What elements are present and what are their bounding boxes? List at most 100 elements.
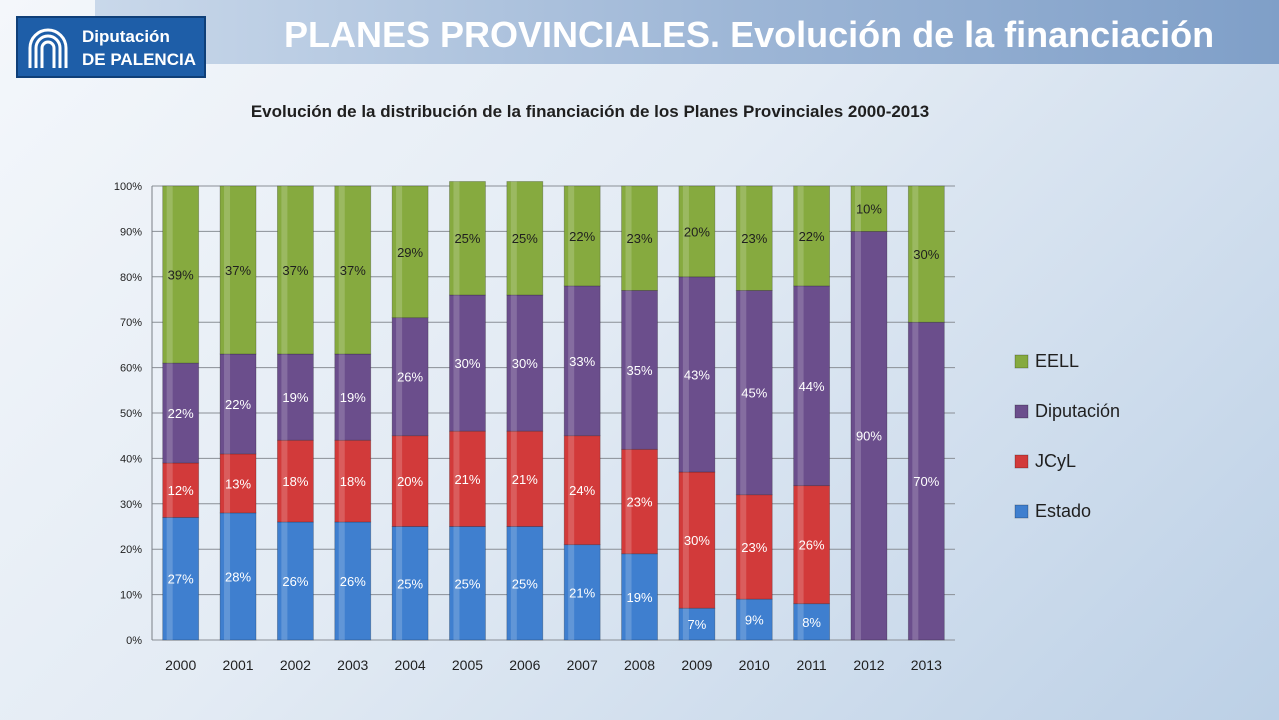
bar-highlight — [281, 353, 288, 441]
bar-segment — [219, 512, 257, 641]
data-label: 20% — [684, 224, 710, 239]
data-label: 21% — [569, 585, 595, 600]
data-label: 25% — [454, 576, 480, 591]
data-label: 30% — [512, 356, 538, 371]
bar-highlight — [740, 599, 747, 640]
bar-segment — [735, 494, 773, 600]
data-label: 90% — [856, 429, 882, 444]
bar-segment — [850, 185, 888, 232]
x-tick-label: 2000 — [165, 657, 196, 673]
data-label: 30% — [454, 356, 480, 371]
bar-segment — [449, 181, 486, 296]
logo-arch-icon — [28, 28, 68, 68]
data-label: 7% — [687, 617, 706, 632]
legend-label: Diputación — [1035, 401, 1120, 421]
data-label: 21% — [454, 472, 480, 487]
data-label: 19% — [282, 390, 308, 405]
data-label: 19% — [340, 390, 366, 405]
bar-highlight — [281, 440, 288, 522]
data-label: 8% — [802, 615, 821, 630]
y-tick-label: 20% — [120, 544, 142, 556]
bar-segment — [563, 185, 601, 287]
data-label: 26% — [799, 538, 825, 553]
y-tick-label: 30% — [120, 499, 142, 511]
x-tick-label: 2012 — [853, 657, 884, 673]
data-label: 45% — [741, 386, 767, 401]
data-label: 19% — [627, 590, 653, 605]
data-label: 39% — [168, 268, 194, 283]
bar-highlight — [912, 322, 919, 640]
data-label: 24% — [569, 483, 595, 498]
bar-highlight — [568, 544, 575, 640]
bar-highlight — [224, 453, 231, 513]
bar-highlight — [568, 285, 575, 436]
bar-highlight — [338, 521, 345, 640]
logo-line1: Diputación — [82, 27, 170, 46]
bar-highlight — [281, 186, 288, 354]
data-label: 18% — [282, 474, 308, 489]
bar-highlight — [625, 290, 632, 450]
bar-highlight — [453, 294, 460, 432]
bar-highlight — [453, 431, 460, 527]
bar-segment — [162, 185, 200, 364]
y-tick-label: 90% — [120, 226, 142, 238]
bar-highlight — [740, 290, 747, 495]
legend-label: EELL — [1035, 351, 1079, 371]
data-label: 70% — [913, 474, 939, 489]
bar-highlight — [281, 521, 288, 640]
bar-highlight — [396, 435, 403, 527]
bar-segment — [621, 553, 658, 641]
bar-highlight — [396, 526, 403, 640]
data-label: 26% — [397, 370, 423, 385]
data-label: 30% — [913, 247, 939, 262]
bar-segment — [621, 290, 658, 450]
bar-segment — [907, 185, 945, 323]
bar-segment — [334, 185, 372, 355]
bar-segment — [219, 353, 257, 455]
x-tick-label: 2013 — [911, 657, 942, 673]
y-tick-label: 60% — [120, 363, 142, 375]
data-label: 22% — [168, 406, 194, 421]
data-label: 25% — [512, 576, 538, 591]
data-label: 23% — [627, 231, 653, 246]
bar-highlight — [224, 353, 231, 454]
x-tick-label: 2010 — [739, 657, 770, 673]
data-label: 37% — [282, 263, 308, 278]
x-tick-label: 2001 — [222, 657, 253, 673]
x-tick-label: 2005 — [452, 657, 483, 673]
y-tick-label: 80% — [120, 272, 142, 284]
data-label: 26% — [340, 574, 366, 589]
data-label: 21% — [512, 472, 538, 487]
bar-highlight — [224, 512, 231, 640]
data-label: 22% — [799, 229, 825, 244]
bar-highlight — [797, 186, 804, 286]
data-label: 10% — [856, 202, 882, 217]
bar-segment — [506, 181, 544, 296]
data-label: 23% — [741, 540, 767, 555]
data-label: 25% — [512, 231, 538, 246]
bar-highlight — [338, 440, 345, 522]
bar-highlight — [625, 449, 632, 554]
bar-segment — [563, 544, 601, 641]
y-tick-label: 70% — [120, 317, 142, 329]
bar-highlight — [166, 363, 173, 463]
bar-highlight — [510, 181, 517, 295]
data-label: 22% — [569, 229, 595, 244]
bar-segment — [334, 353, 372, 441]
x-tick-label: 2003 — [337, 657, 368, 673]
bar-highlight — [682, 472, 689, 609]
x-tick-label: 2007 — [567, 657, 598, 673]
data-label: 37% — [225, 263, 251, 278]
bar-segment — [678, 471, 716, 609]
bar-highlight — [740, 186, 747, 291]
bar-highlight — [625, 553, 632, 640]
y-tick-label: 100% — [114, 181, 142, 193]
legend-swatch — [1014, 504, 1029, 519]
bar-segment — [735, 598, 773, 641]
logo: Diputación DE PALENCIA — [16, 16, 206, 78]
y-tick-label: 0% — [126, 635, 142, 647]
bar-highlight — [854, 186, 861, 232]
bar-highlight — [338, 353, 345, 441]
x-tick-label: 2009 — [681, 657, 712, 673]
bar-segment — [276, 439, 314, 523]
